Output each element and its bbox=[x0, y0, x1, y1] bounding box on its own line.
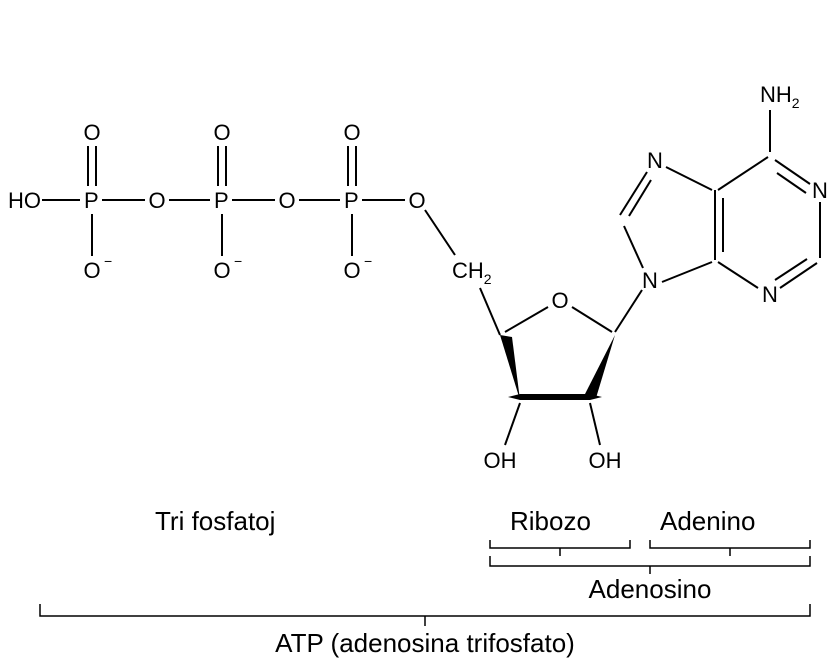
atom-N1: N bbox=[812, 178, 828, 203]
atom-HO: HO bbox=[8, 188, 41, 213]
bracket-adenine bbox=[650, 540, 810, 548]
atom-O-P3-top: O bbox=[343, 120, 360, 145]
label-triphosphate: Tri fosfatoj bbox=[155, 506, 275, 536]
atp-structure-diagram: HO P O O − O P O O − O P O O − O CH2 O bbox=[0, 0, 830, 663]
atom-CH2: CH2 bbox=[452, 258, 492, 287]
atom-N3: N bbox=[762, 282, 778, 307]
atom-O-P2-top: O bbox=[213, 120, 230, 145]
atom-O-P2-bot: O bbox=[213, 258, 230, 283]
atom-N9: N bbox=[642, 268, 658, 293]
wedge-C3-C4 bbox=[500, 335, 520, 400]
atom-OH-C2: OH bbox=[589, 448, 622, 473]
label-adenine: Adenino bbox=[660, 506, 755, 536]
atom-OH-C3: OH bbox=[484, 448, 517, 473]
wedge-C1-C2 bbox=[584, 335, 615, 398]
label-ribose: Ribozo bbox=[510, 506, 591, 536]
atom-O-ring: O bbox=[551, 288, 568, 313]
label-adenosine: Adenosino bbox=[589, 574, 712, 604]
bracket-atp bbox=[40, 604, 810, 616]
bracket-adenosine bbox=[490, 556, 810, 566]
label-atp: ATP (adenosina trifosfato) bbox=[275, 628, 575, 658]
atom-P3: P bbox=[344, 188, 359, 213]
bold-C2-C3 bbox=[520, 394, 590, 400]
atom-NH2: NH2 bbox=[760, 82, 800, 111]
charge-P3-bot: − bbox=[364, 253, 372, 269]
atom-O-bridge2: O bbox=[278, 188, 295, 213]
atom-O-P3-bot: O bbox=[343, 258, 360, 283]
charge-P1-bot: − bbox=[104, 253, 112, 269]
atom-P1: P bbox=[84, 188, 99, 213]
atom-O-bridge1: O bbox=[148, 188, 165, 213]
bracket-ribose bbox=[490, 540, 630, 548]
atom-P2: P bbox=[214, 188, 229, 213]
atom-O-bridge3: O bbox=[408, 188, 425, 213]
charge-P2-bot: − bbox=[234, 253, 242, 269]
atom-O-P1-top: O bbox=[83, 120, 100, 145]
atom-N7: N bbox=[647, 148, 663, 173]
atom-O-P1-bot: O bbox=[83, 258, 100, 283]
